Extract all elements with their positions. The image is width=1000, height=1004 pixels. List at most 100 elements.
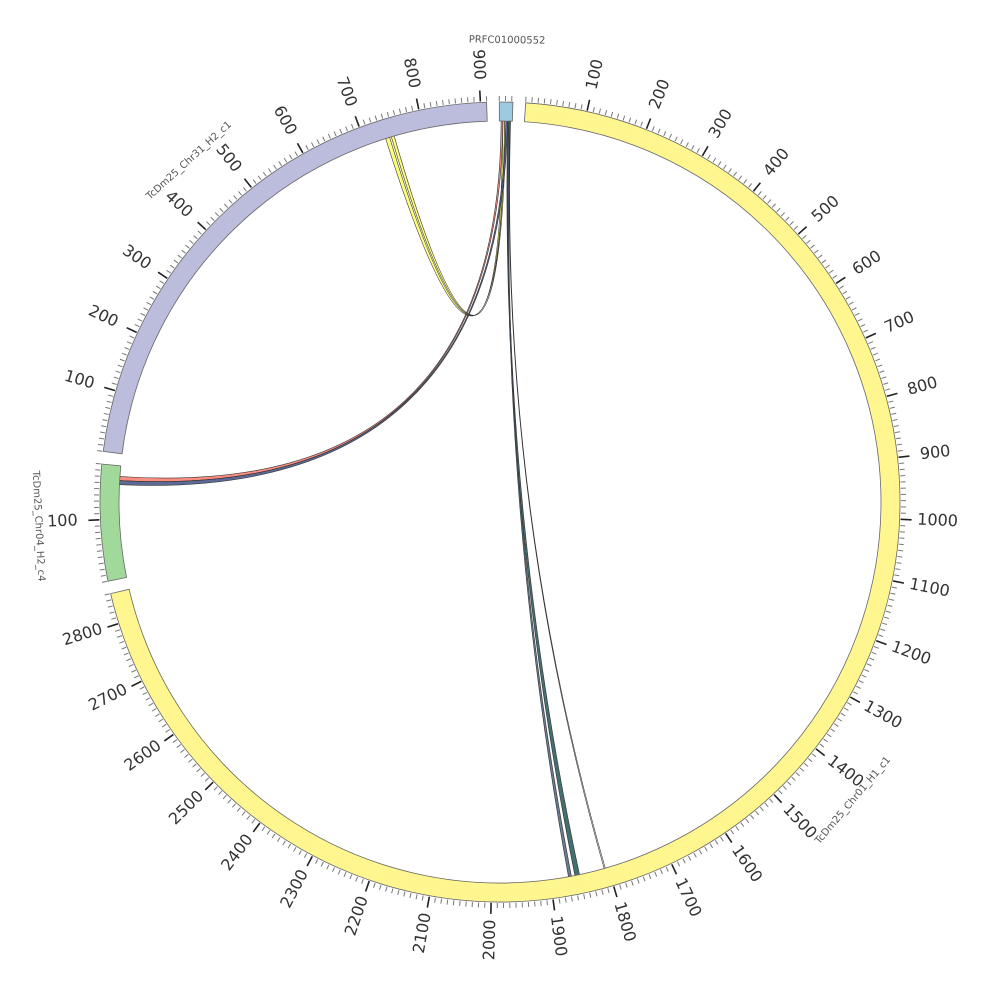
minor-tick — [99, 438, 104, 439]
tick-label: 1500 — [779, 800, 821, 843]
tick-label: 800 — [400, 56, 425, 90]
minor-tick — [131, 670, 136, 672]
tick-label: 900 — [919, 441, 951, 463]
major-tick — [866, 333, 876, 338]
minor-tick — [581, 104, 582, 109]
minor-tick — [166, 729, 170, 732]
minor-tick — [896, 438, 901, 439]
minor-tick — [412, 106, 413, 111]
tick-label: 1900 — [547, 915, 571, 958]
minor-tick — [891, 593, 896, 594]
minor-tick — [119, 641, 124, 643]
minor-tick — [829, 270, 833, 273]
minor-tick — [849, 302, 853, 304]
minor-tick — [106, 600, 111, 601]
minor-tick — [422, 896, 423, 901]
minor-tick — [99, 563, 104, 564]
minor-tick — [794, 226, 798, 229]
minor-tick — [430, 102, 431, 107]
minor-tick — [447, 900, 448, 905]
minor-tick — [847, 703, 851, 706]
minor-tick — [116, 371, 121, 373]
minor-tick — [802, 235, 806, 238]
minor-tick — [98, 557, 103, 558]
minor-tick — [874, 647, 879, 649]
major-tick — [587, 100, 589, 111]
minor-tick — [107, 401, 112, 402]
minor-tick — [102, 420, 107, 421]
minor-tick — [152, 709, 156, 712]
minor-tick — [888, 401, 893, 402]
minor-tick — [599, 109, 600, 114]
minor-tick — [875, 359, 880, 361]
major-tick — [798, 227, 806, 234]
minor-tick — [122, 647, 127, 649]
minor-tick — [274, 165, 277, 169]
major-tick — [417, 99, 419, 110]
major-tick — [702, 146, 708, 155]
minor-tick — [718, 161, 721, 165]
tick-label: 2200 — [341, 893, 372, 938]
minor-tick — [146, 698, 150, 700]
minor-tick — [708, 155, 711, 159]
tick-label: 200 — [645, 76, 674, 111]
minor-tick — [374, 883, 376, 888]
minor-tick — [760, 807, 763, 811]
minor-tick — [381, 114, 382, 119]
minor-tick — [891, 413, 896, 414]
minor-tick — [108, 606, 113, 607]
tick-label: 100 — [47, 510, 78, 530]
link-ribbon — [507, 121, 580, 875]
minor-tick — [810, 245, 814, 248]
minor-tick — [340, 129, 342, 134]
major-tick — [164, 735, 173, 741]
minor-tick — [660, 869, 662, 874]
minor-tick — [853, 692, 857, 694]
minor-tick — [124, 653, 129, 655]
minor-tick — [605, 110, 606, 115]
tick-label: 100 — [582, 57, 607, 91]
minor-tick — [736, 826, 739, 830]
minor-tick — [224, 204, 227, 208]
minor-tick — [267, 830, 270, 834]
minor-tick — [839, 286, 843, 289]
minor-tick — [120, 359, 125, 361]
minor-tick — [666, 867, 668, 872]
minor-tick — [167, 270, 171, 273]
minor-tick — [563, 101, 564, 106]
minor-tick — [838, 718, 842, 721]
major-tick — [753, 183, 760, 192]
tick-label: 2500 — [165, 786, 207, 828]
minor-tick — [105, 594, 110, 595]
minor-tick — [279, 162, 282, 166]
minor-tick — [723, 165, 726, 169]
major-tick — [244, 179, 251, 188]
minor-tick — [108, 395, 113, 396]
minor-tick — [729, 168, 732, 172]
minor-tick — [234, 196, 237, 200]
minor-tick — [652, 126, 654, 131]
minor-tick — [143, 308, 147, 310]
minor-tick — [156, 286, 160, 289]
minor-tick — [135, 325, 139, 327]
minor-tick — [827, 734, 831, 737]
minor-tick — [688, 856, 690, 860]
minor-tick — [181, 749, 185, 752]
minor-tick — [197, 769, 201, 772]
minor-tick — [338, 870, 340, 875]
minor-tick — [229, 200, 232, 204]
tick-label: 400 — [759, 144, 793, 180]
minor-tick — [327, 865, 329, 870]
minor-tick — [272, 834, 275, 838]
minor-tick — [147, 302, 151, 304]
minor-tick — [369, 118, 371, 123]
minor-tick — [692, 145, 694, 149]
minor-tick — [130, 336, 135, 338]
major-tick — [672, 864, 677, 874]
tick-label: 2800 — [60, 619, 105, 649]
major-tick — [553, 899, 554, 910]
link-ribbon — [508, 121, 572, 877]
minor-tick — [206, 222, 210, 225]
minor-tick — [699, 850, 701, 854]
minor-tick — [155, 714, 159, 717]
